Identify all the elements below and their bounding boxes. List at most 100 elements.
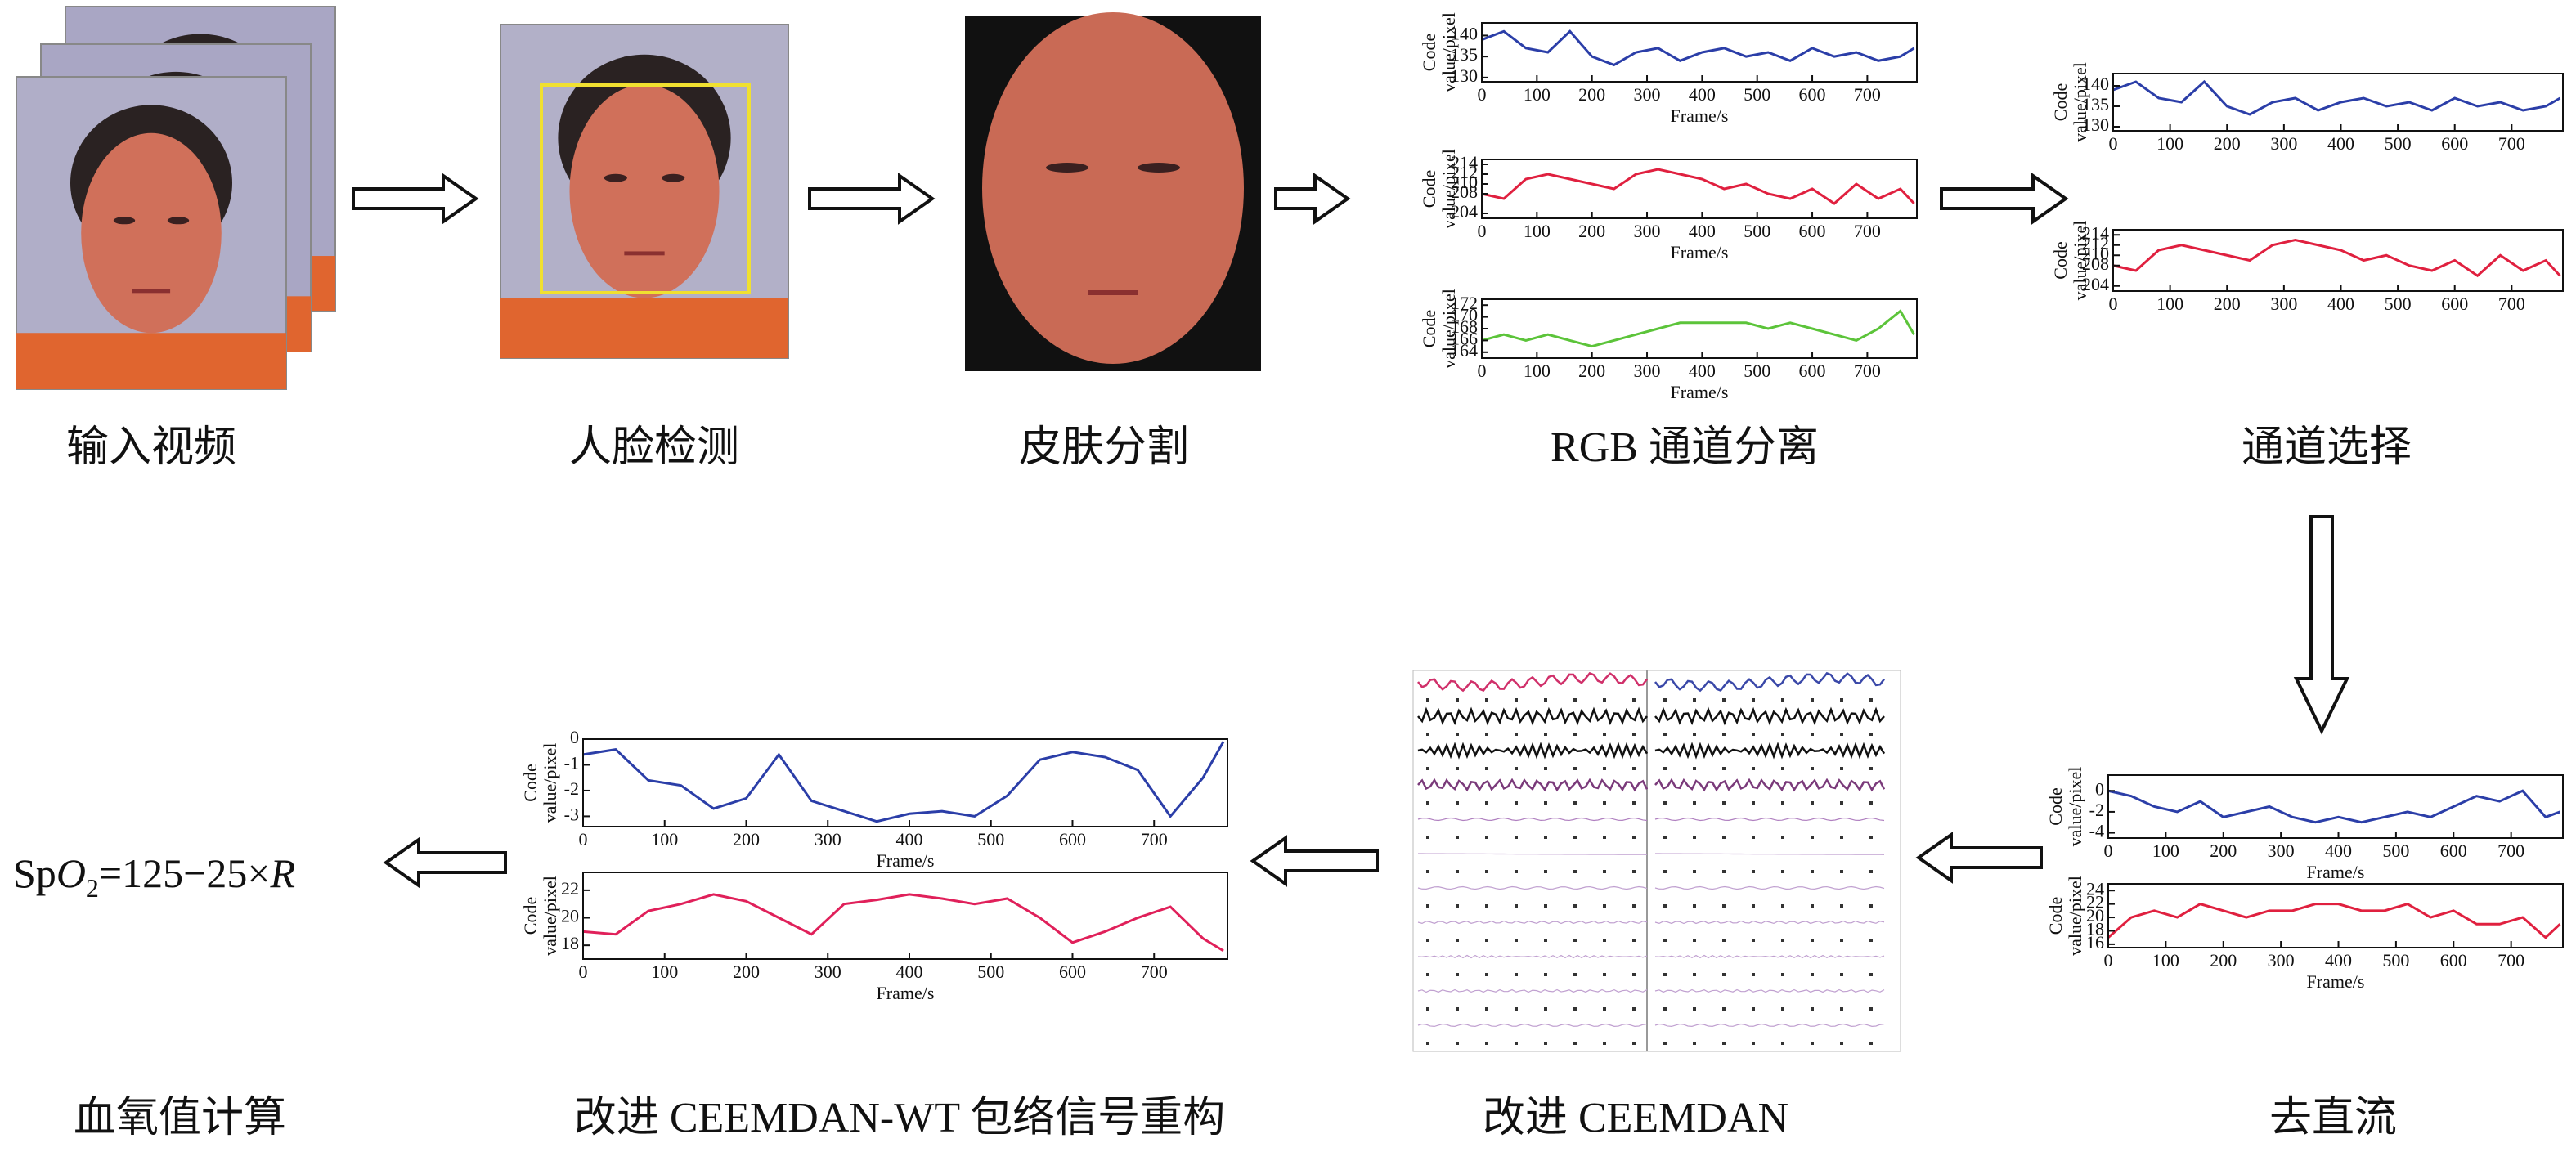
- y-tick-label: 22: [2086, 892, 2104, 912]
- x-tick-label: 600: [2441, 294, 2468, 314]
- y-tick-label: 135: [2082, 94, 2109, 114]
- arrow: [808, 173, 936, 225]
- x-tick-label: 300: [1634, 361, 1661, 381]
- imf-dot: [1544, 1007, 1547, 1011]
- imf-dot: [1632, 870, 1636, 873]
- imf-dot: [1632, 1007, 1636, 1011]
- imf-dot: [1632, 904, 1636, 908]
- x-tick-label: 700: [1854, 84, 1881, 105]
- y-tick-label: 140: [1451, 23, 1478, 43]
- imf-dot: [1869, 939, 1873, 942]
- imf-dot: [1426, 836, 1429, 839]
- plot-frame: [582, 738, 1228, 827]
- y-axis-label: Code: [2045, 787, 2066, 825]
- imf-dot: [1515, 836, 1518, 839]
- x-tick-label: 400: [895, 829, 922, 849]
- imf-trace: [1654, 778, 1886, 792]
- imf-dot: [1869, 698, 1873, 702]
- x-axis-label: Frame/s: [2307, 971, 2365, 992]
- imf-dot: [1456, 767, 1459, 770]
- mouth: [1088, 290, 1138, 295]
- imf-dot: [1426, 1007, 1429, 1011]
- arrow: [1274, 173, 1351, 225]
- imf-dot: [1573, 767, 1577, 770]
- eye: [662, 173, 685, 182]
- eye: [604, 173, 627, 182]
- y-tick-label: 24: [2086, 878, 2104, 899]
- imf-dot: [1693, 836, 1696, 839]
- imf-dot: [1781, 904, 1784, 908]
- signal-line: [2112, 238, 2561, 278]
- imf-dot: [1840, 904, 1843, 908]
- imf-dot: [1840, 939, 1843, 942]
- imf-dot: [1752, 870, 1755, 873]
- x-axis-label: Frame/s: [1671, 242, 1729, 262]
- y-tick-label: 204: [2082, 274, 2109, 294]
- imf-dot: [1515, 1042, 1518, 1045]
- imf-dot: [1811, 1042, 1814, 1045]
- y-tick-label: 214: [2082, 222, 2109, 243]
- x-tick-label: 300: [815, 961, 841, 982]
- imf-dot: [1693, 1007, 1696, 1011]
- y-tick-label: 214: [1451, 152, 1478, 173]
- imf-dot: [1426, 733, 1429, 736]
- y-tick-label: 140: [2082, 74, 2109, 94]
- face: [569, 84, 720, 298]
- x-tick-label: 500: [2382, 840, 2409, 861]
- imf-dot: [1722, 870, 1726, 873]
- x-tick-label: 700: [2497, 950, 2524, 970]
- imf-dot: [1426, 801, 1429, 805]
- imf-dot: [1544, 973, 1547, 976]
- imf-trace: [1417, 920, 1648, 925]
- imf-dot: [1722, 904, 1726, 908]
- imf-trace: [1417, 1023, 1648, 1028]
- imf-dot: [1840, 698, 1843, 702]
- plot-frame: [1481, 159, 1918, 219]
- imf-dot: [1515, 870, 1518, 873]
- imf-dot: [1603, 767, 1606, 770]
- x-tick-label: 300: [2268, 840, 2295, 861]
- imf-dot: [1811, 801, 1814, 805]
- imf-dot: [1632, 801, 1636, 805]
- imf-dot: [1869, 801, 1873, 805]
- formula-part: R: [270, 850, 296, 896]
- imf-dot: [1811, 767, 1814, 770]
- imf-dot: [1603, 1042, 1606, 1045]
- x-tick-label: 300: [2270, 133, 2297, 154]
- imf-dot: [1456, 836, 1459, 839]
- y-tick-label: 210: [1451, 172, 1478, 192]
- x-tick-label: 100: [1524, 361, 1551, 381]
- imf-dot: [1840, 836, 1843, 839]
- imf-dot: [1573, 1042, 1577, 1045]
- y-tick-label: 166: [1451, 328, 1478, 348]
- imf-dot: [1869, 1007, 1873, 1011]
- imf-dot: [1632, 939, 1636, 942]
- y-axis-label: Code: [2050, 241, 2071, 279]
- x-tick-label: 100: [2156, 294, 2183, 314]
- imf-trace: [1417, 988, 1648, 993]
- imf-dot: [1456, 698, 1459, 702]
- imf-trace: [1654, 671, 1886, 693]
- imf-dot: [1722, 1007, 1726, 1011]
- y-axis-label: value/pixel: [1438, 149, 1459, 229]
- imf-dot: [1781, 767, 1784, 770]
- imf-dot: [1544, 1042, 1547, 1045]
- imf-dot: [1869, 836, 1873, 839]
- plot-frame: [1481, 22, 1918, 83]
- imf-dot: [1869, 1042, 1873, 1045]
- imf-dot: [1840, 767, 1843, 770]
- x-axis-label: Frame/s: [2307, 862, 2365, 882]
- y-axis-label: Code: [520, 897, 541, 935]
- imf-dot: [1426, 904, 1429, 908]
- imf-dot: [1840, 733, 1843, 736]
- imf-dot: [1781, 939, 1784, 942]
- y-tick-label: 212: [1451, 162, 1478, 182]
- x-tick-label: 0: [2109, 294, 2118, 314]
- x-tick-label: 100: [651, 961, 678, 982]
- x-tick-label: 200: [733, 829, 760, 849]
- x-tick-label: 100: [2156, 133, 2183, 154]
- shirt: [16, 333, 286, 389]
- imf-dot: [1485, 698, 1488, 702]
- y-tick-label: 20: [561, 906, 579, 926]
- imf-dot: [1781, 1042, 1784, 1045]
